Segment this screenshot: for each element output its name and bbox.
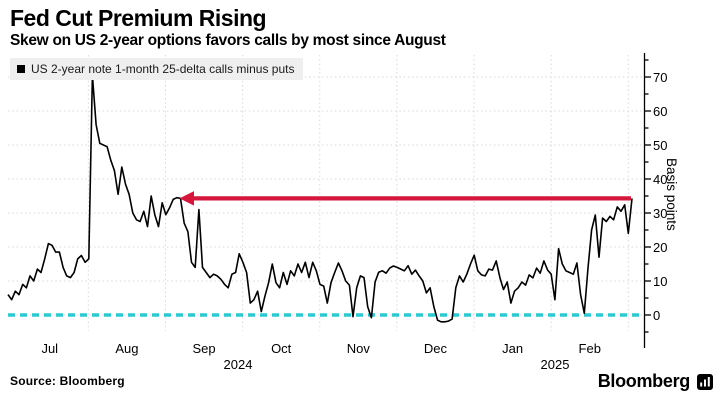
x-tick-label-aug: Aug [115, 341, 139, 356]
x-tick-label-oct: Oct [271, 341, 292, 356]
y-tick-label-30: 30 [653, 205, 668, 221]
bloomberg-terminal-icon [697, 373, 713, 390]
legend-label: US 2-year note 1-month 25-delta calls mi… [31, 62, 295, 76]
chart-legend: US 2-year note 1-month 25-delta calls mi… [10, 58, 304, 80]
y-axis [643, 53, 651, 348]
x-year-label-2024: 2024 [223, 357, 253, 372]
y-tick-label-70: 70 [653, 69, 668, 85]
x-tick-label-sep: Sep [192, 341, 216, 356]
y-tick-label-60: 60 [653, 103, 668, 119]
x-tick-label-jan: Jan [502, 341, 524, 356]
y-tick-label-10: 10 [653, 273, 668, 289]
page-title: Fed Cut Premium Rising [10, 5, 267, 31]
y-tick-label-40: 40 [653, 171, 668, 187]
chart-subtitle: Skew on US 2-year options favors calls b… [10, 32, 446, 49]
y-axis-title: Basis points [664, 158, 679, 231]
legend-swatch-icon [17, 65, 25, 73]
bloomberg-wordmark: Bloomberg [597, 371, 691, 391]
source-note: Source: Bloomberg [10, 374, 125, 388]
bloomberg-logo: Bloomberg [598, 371, 713, 392]
data-line [7, 74, 633, 323]
gridlines [8, 55, 645, 331]
arrow-annotation [179, 191, 631, 206]
y-tick-label-20: 20 [653, 239, 668, 255]
x-tick-label-dec: Dec [423, 341, 448, 356]
x-tick-label-feb: Feb [578, 341, 601, 356]
x-year-label-2025: 2025 [540, 357, 570, 372]
x-tick-label-jul: Jul [41, 341, 59, 356]
y-tick-label-50: 50 [653, 137, 668, 153]
y-tick-label-0: 0 [653, 307, 661, 323]
x-tick-label-nov: Nov [346, 341, 370, 356]
